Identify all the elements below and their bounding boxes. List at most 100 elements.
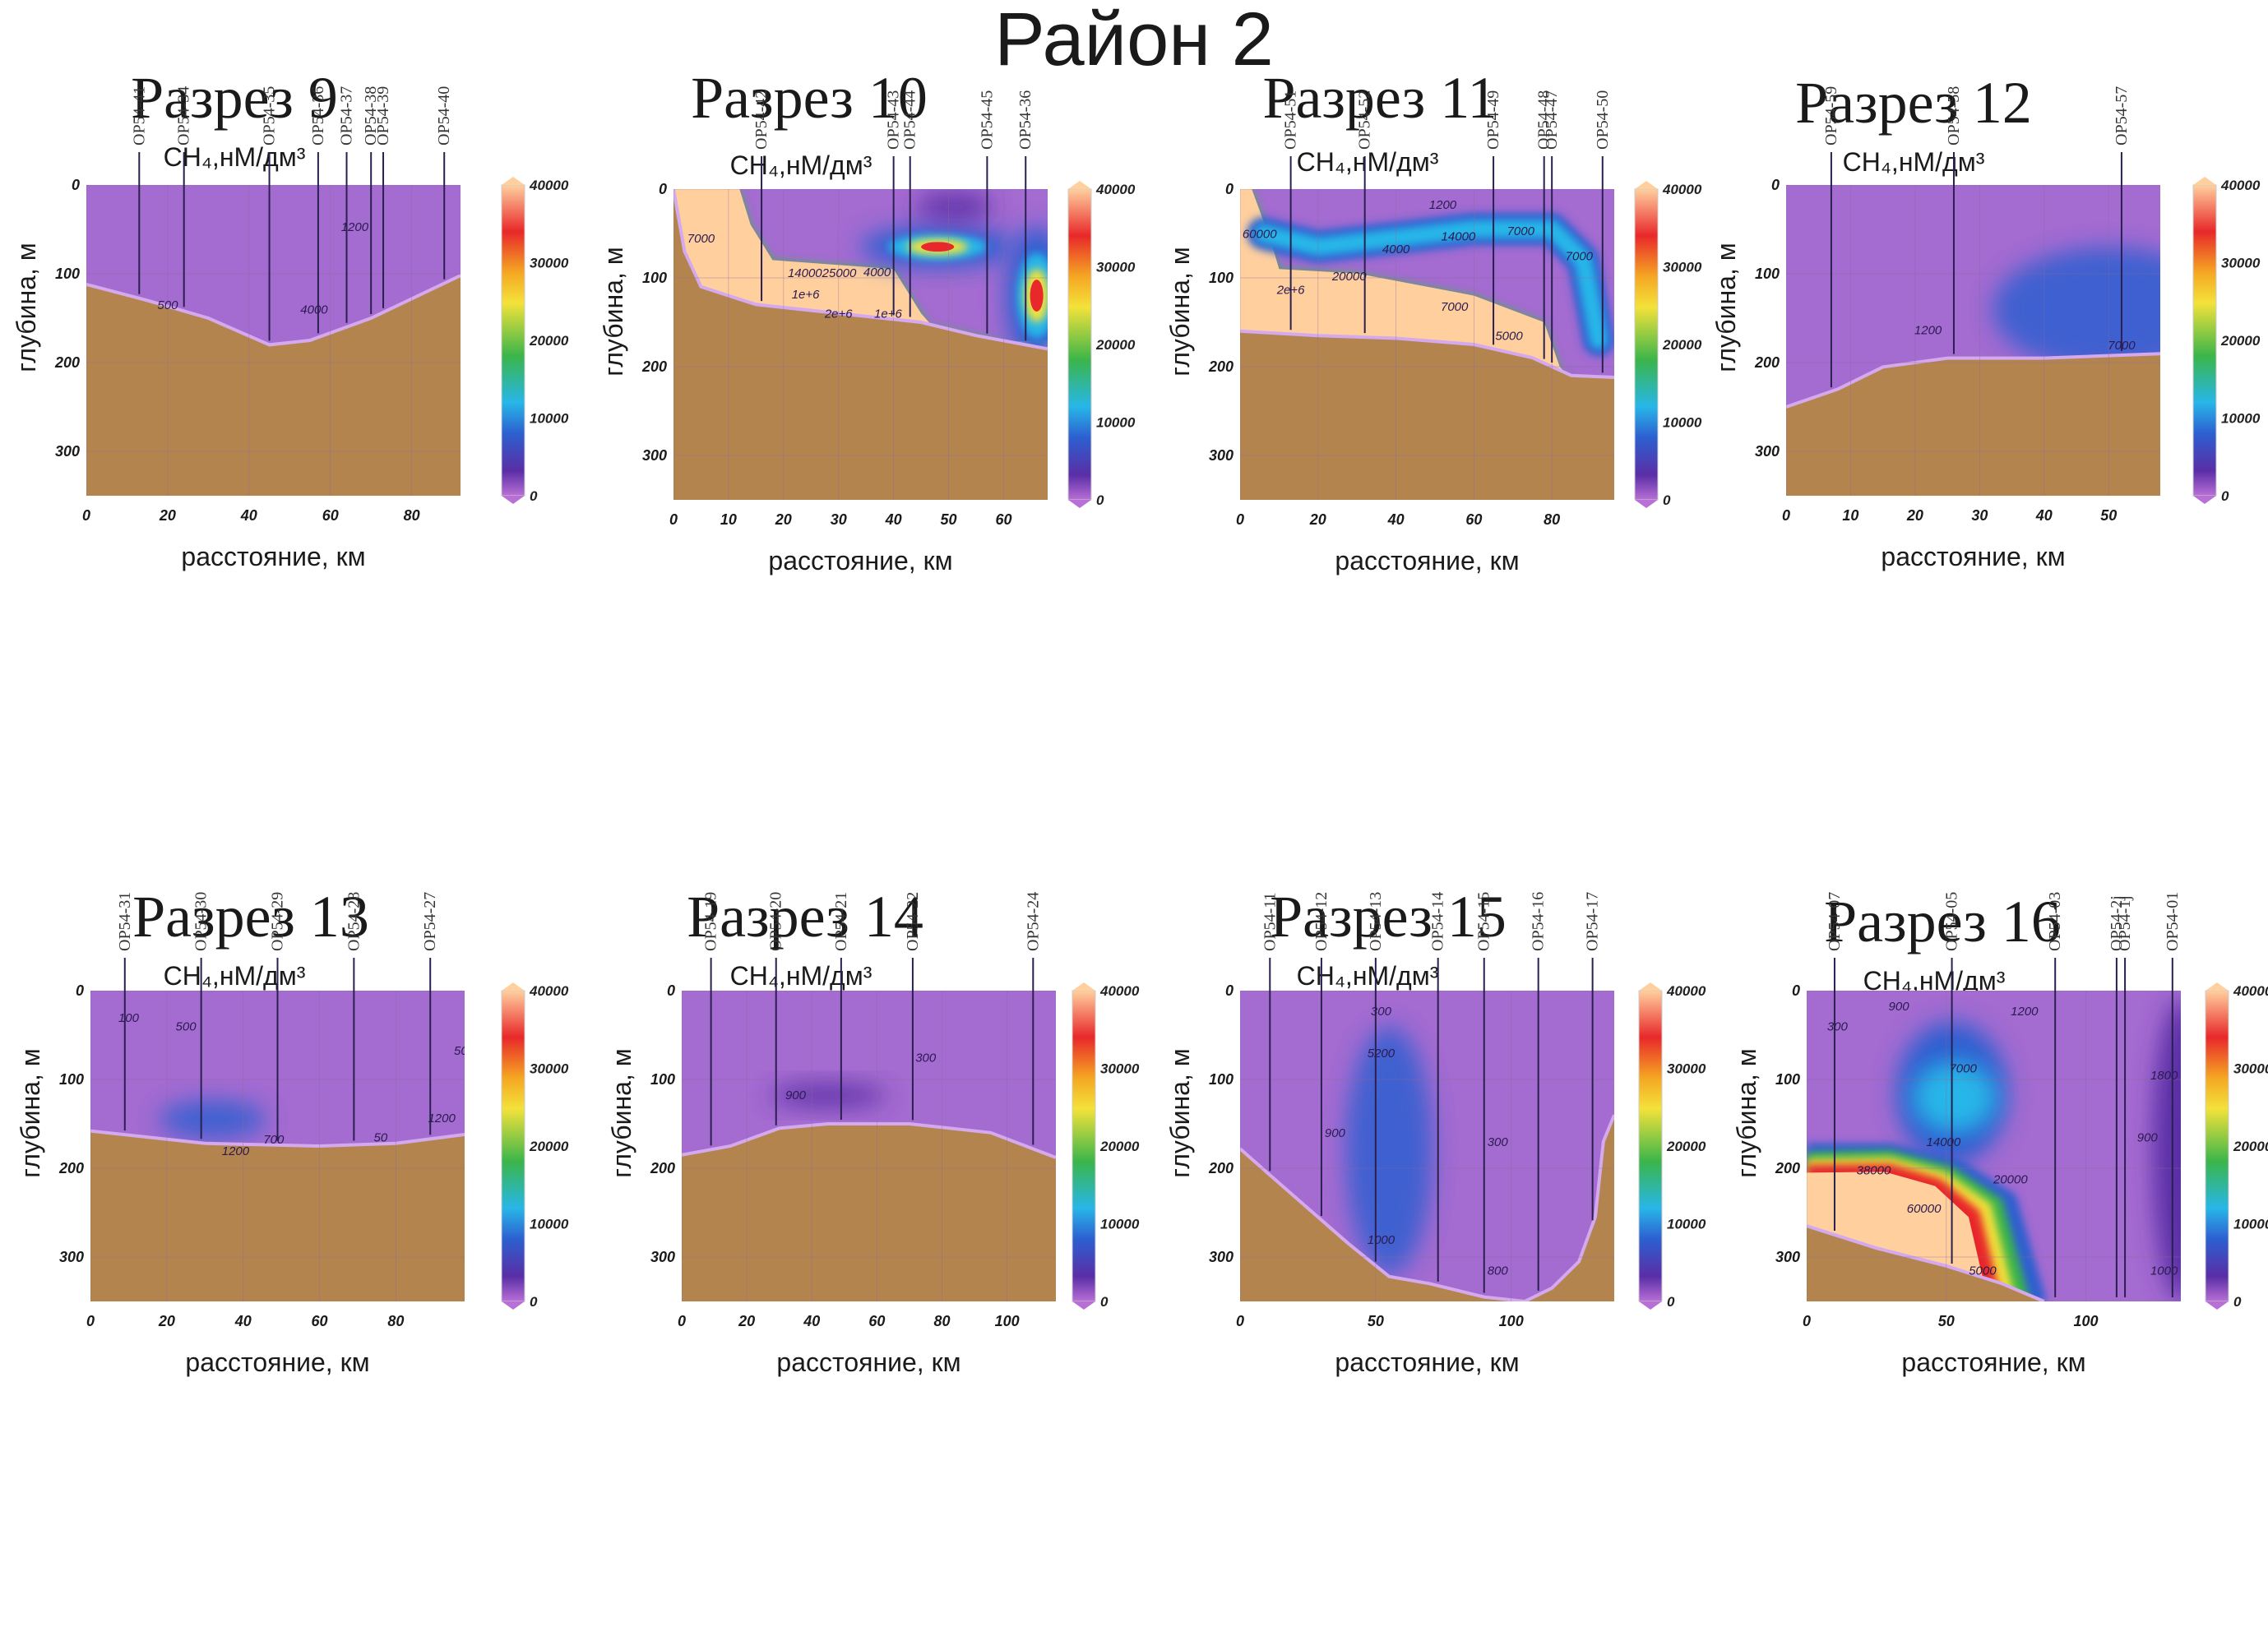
y-tick-label: 300 [55,443,80,460]
colorbar-tick-label: 30000 [1096,260,1136,275]
colorbar-tick-label: 20000 [1666,1139,1706,1154]
y-axis-label: глубина, м [1732,1048,1761,1177]
colorbar-tick-label: 10000 [1096,415,1136,431]
y-tick-label: 300 [642,447,667,464]
colorbar-cap-top [502,177,525,185]
colorbar-tick-label: 40000 [1666,983,1706,999]
x-axis-label: расстояние, км [185,1347,369,1377]
section-title: Разрез 12 [1795,70,2032,136]
contour-label: 300 [1827,1020,1849,1034]
x-tick-label: 100 [2074,1313,2099,1329]
y-tick-label: 100 [55,266,80,282]
colorbar-tick-label: 20000 [1095,337,1136,353]
contour-label: 20000 [1331,270,1367,284]
contour-label: 900 [785,1088,807,1102]
colorbar-cap-top [1072,982,1095,991]
contour-label: 7000 [1507,224,1535,238]
methane-anomaly [1993,247,2160,372]
x-tick-label: 40 [1387,511,1405,528]
x-tick-label: 20 [1309,511,1326,528]
colorbar-cap-bottom [502,1301,525,1310]
x-tick-label: 0 [1236,1313,1244,1329]
section-title: Разрез 13 [132,884,369,950]
colorbar-tick-label: 40000 [1095,182,1136,197]
contour-label: 1200 [1429,198,1457,212]
colorbar [1067,188,1092,501]
contour-label: 1800 [2150,1069,2178,1083]
x-tick-label: 0 [82,507,90,524]
colorbar-tick-label: 40000 [2220,178,2261,193]
seafloor-edge [1240,1114,1614,1301]
y-tick-label: 300 [1775,1249,1800,1265]
section-title: Разрез 14 [687,884,923,950]
x-axis-label: расстояние, км [1335,546,1519,575]
section-panel-15: Разрез 15 CH₄,нМ/дм³ 300 5200 900 300 1000 800 O… [1133,880,1706,1650]
contour-label: 500 [157,298,178,312]
contour-label: 4000 [300,303,328,317]
seafloor-edge [673,189,1048,351]
colorbar-tick-label: 0 [1667,1294,1675,1310]
x-axis-label: расстояние, км [1881,542,2065,571]
y-axis-label: глубина, м [599,247,628,376]
station-label: OP54-48 [1535,90,1553,150]
y-tick-label: 300 [1209,1249,1234,1265]
colorbar-tick-label: 0 [530,1294,538,1310]
seafloor [86,275,461,496]
y-axis-label: глубина, м [1165,247,1195,376]
x-tick-label: 50 [2100,507,2117,524]
section-title: Разрез 15 [1270,884,1507,950]
y-tick-label: 100 [642,270,667,286]
colorbar [2205,990,2229,1302]
station-label: OP54-13 [1367,892,1385,951]
concentration-unit: CH₄,нМ/дм³ [164,142,306,172]
x-tick-label: 60 [868,1313,885,1329]
y-tick-label: 100 [1209,270,1234,286]
section-panel-12: Разрез 12 CH₄,нМ/дм³ 1200 7000 OP54-59 OP54-5… [1700,66,2266,855]
seafloor [1240,330,1614,500]
contour-label: 900 [1889,1000,1910,1014]
y-tick-label: 200 [1754,354,1780,371]
colorbar-tick-label: 20000 [2220,333,2261,349]
section-title: Разрез 9 [131,65,338,131]
contour-label: 7000 [1441,300,1469,314]
contour-label: 2e+6 [824,307,853,321]
contour-label: 1000 [1368,1233,1396,1247]
contour-label: 50 [454,1044,468,1058]
station-label: OP54-39 [374,86,392,146]
station-label: OP54-44 [901,90,919,150]
seafloor [682,1124,1056,1301]
contour-label: 60000 [1243,227,1277,241]
station-label: OP54-41 [130,86,148,146]
colorbar-tick-label: 0 [1663,492,1671,508]
station-label: OP54-28 [345,892,363,951]
plot-area: 900 300 [682,991,1056,1301]
contour-label: 60000 [1907,1202,1942,1216]
station-label: OP54-11 [1261,893,1279,951]
station-label: OP54-49 [1484,90,1502,150]
station-label: OP54-16 [1530,892,1548,951]
station-label: OP54-51 [1282,90,1300,150]
colorbar-tick-label: 10000 [530,411,569,427]
contour-label: 100 [118,1011,140,1025]
section-chart-13: Разрез 13 CH₄,нМ/дм³ 100 500 1200 1200 50 50 700… [16,884,569,1377]
contour-label: 1200 [428,1112,456,1125]
contour-label: 7000 [687,232,715,246]
y-axis-label: глубина, м [607,1048,636,1177]
colorbar-cap-bottom [1639,1301,1662,1310]
y-tick-label: 200 [1208,1160,1234,1176]
colorbar-cap-top [2206,982,2229,991]
x-tick-label: 80 [1544,511,1560,528]
x-tick-label: 30 [1971,507,1988,524]
plot-area: 7000 1400025000 4000 1e+6 2e+6 1e+6 [673,189,1048,500]
section-panel-14: Разрез 14 CH₄,нМ/дм³ 900 300 OP54-19 OP54-20 O… [567,880,1140,1650]
station-label: OP54-52 [1356,90,1374,150]
station-label: OP54-31 [116,892,134,951]
x-tick-label: 50 [1368,1313,1384,1329]
y-tick-label: 200 [54,354,80,371]
x-tick-label: 40 [885,511,902,528]
station-label: OP54-1j [2116,895,2134,951]
